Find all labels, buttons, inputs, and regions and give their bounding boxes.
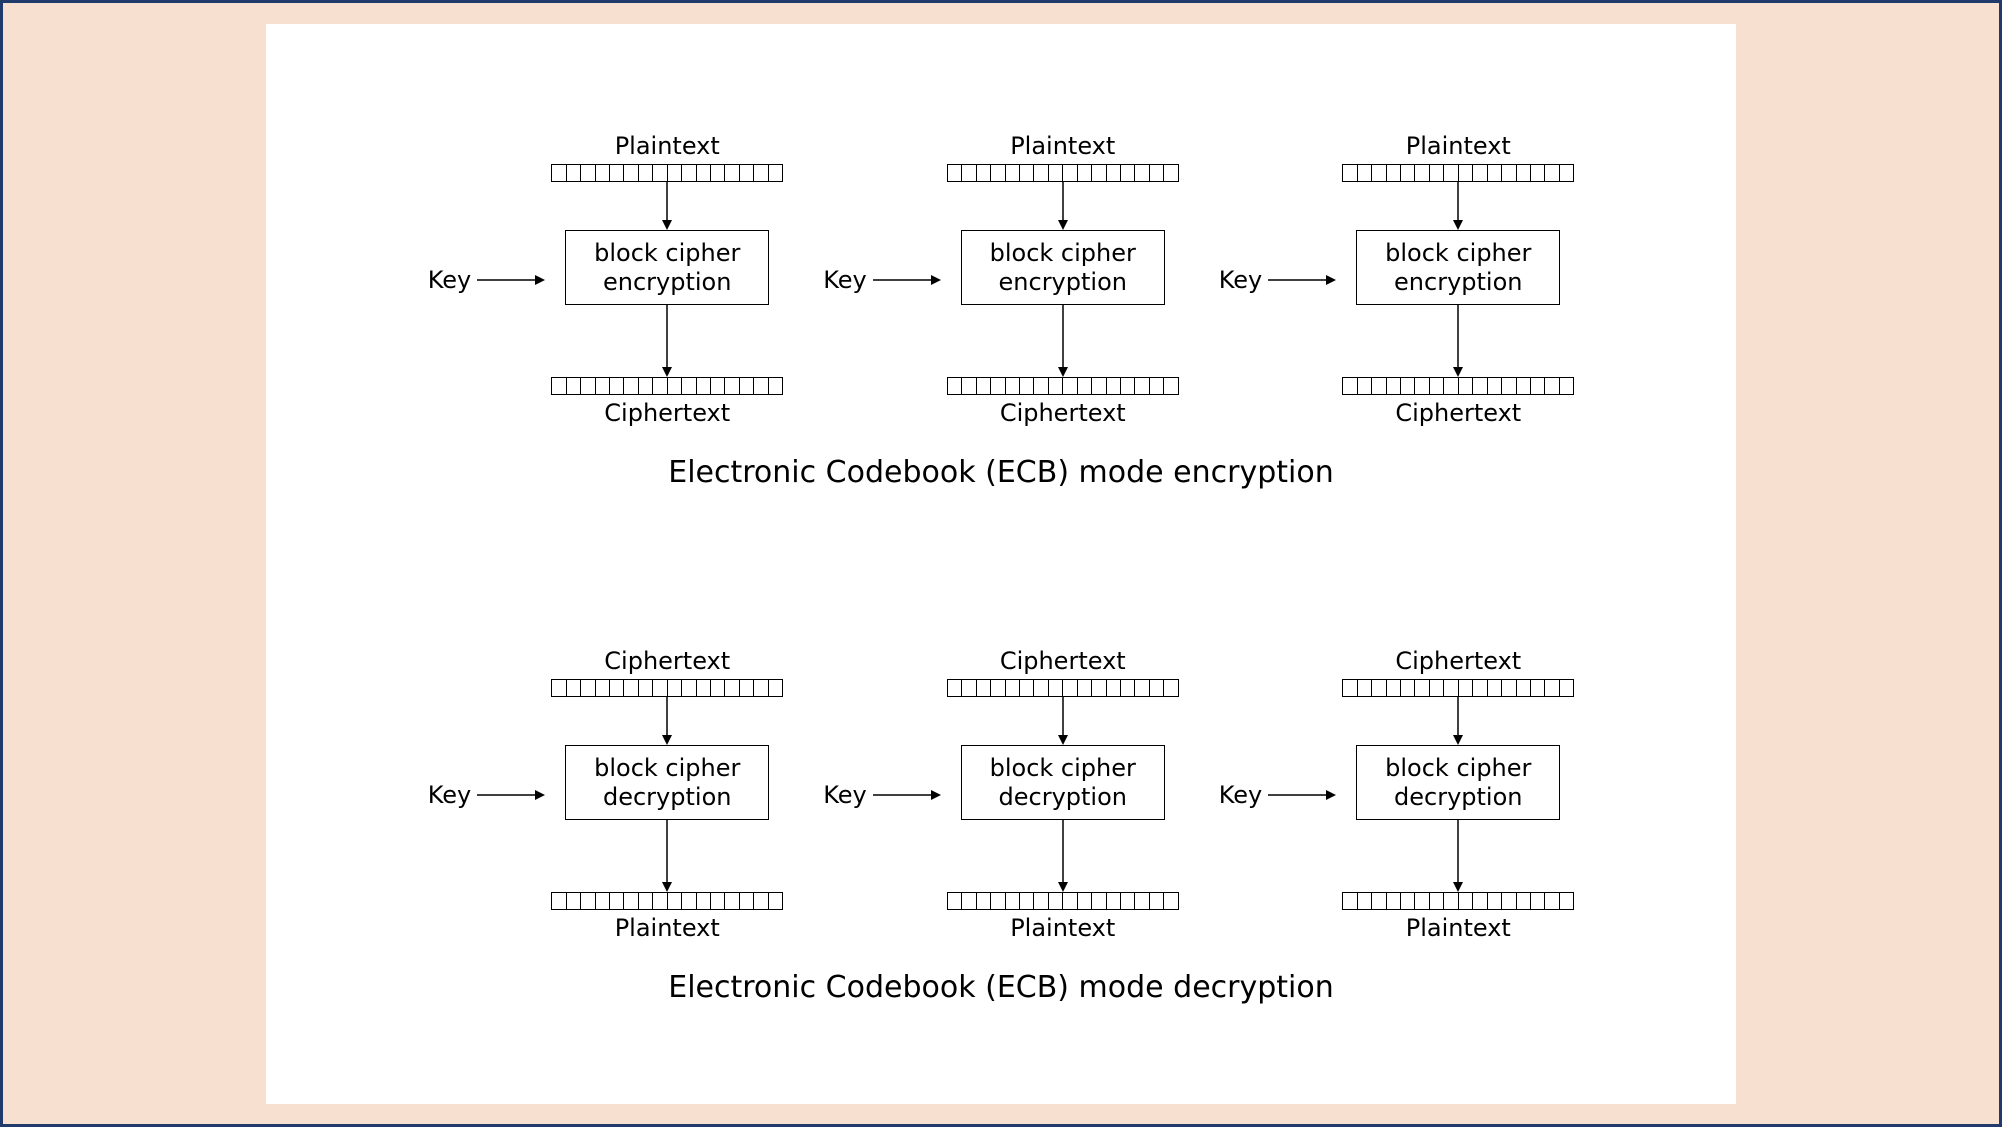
cipher-box-line1: block cipher: [972, 754, 1154, 783]
arrow-right-icon: [477, 788, 545, 802]
bitstrip: [551, 679, 783, 697]
cipher-box: block cipher decryption: [565, 745, 769, 821]
arrow-down-icon: [1451, 182, 1465, 230]
bitstrip: [1342, 892, 1574, 910]
bitstrip: [1342, 377, 1574, 395]
decryption-block: Key Ciphertext block cipher decryption P…: [1219, 647, 1575, 943]
decryption-section: Key Ciphertext block cipher decryption P…: [306, 647, 1696, 1006]
encryption-block: Key Plaintext block cipher encryption Ci…: [823, 132, 1179, 428]
bitstrip: [947, 679, 1179, 697]
bitstrip: [1342, 164, 1574, 182]
key-label: Key: [428, 781, 472, 809]
cipher-box: block cipher encryption: [1356, 230, 1560, 306]
key-label: Key: [428, 266, 472, 294]
output-label: Plaintext: [1010, 914, 1115, 942]
encryption-block: Key Plaintext block cipher encryption Ci…: [1219, 132, 1575, 428]
arrow-right-icon: [873, 273, 941, 287]
cipher-box: block cipher decryption: [1356, 745, 1560, 821]
cipher-box-line1: block cipher: [1367, 239, 1549, 268]
cipher-box-line1: block cipher: [972, 239, 1154, 268]
cipher-box-line2: decryption: [576, 783, 758, 812]
cipher-box: block cipher encryption: [565, 230, 769, 306]
bitstrip: [551, 377, 783, 395]
arrow-down-icon: [660, 697, 674, 745]
decryption-title: Electronic Codebook (ECB) mode decryptio…: [668, 970, 1334, 1005]
input-label: Plaintext: [1010, 132, 1115, 160]
output-label: Plaintext: [615, 914, 720, 942]
bitstrip: [947, 377, 1179, 395]
arrow-right-icon: [477, 273, 545, 287]
bitstrip: [1342, 679, 1574, 697]
decryption-blocks-row: Key Ciphertext block cipher decryption P…: [428, 647, 1575, 943]
input-label: Plaintext: [1406, 132, 1511, 160]
input-label: Ciphertext: [1395, 647, 1521, 675]
cipher-box: block cipher decryption: [961, 745, 1165, 821]
arrow-down-icon: [660, 305, 674, 377]
arrow-down-icon: [1056, 305, 1070, 377]
arrow-down-icon: [1451, 697, 1465, 745]
encryption-section: Key Plaintext block cipher encryption Ci…: [306, 132, 1696, 491]
cipher-box-line2: encryption: [576, 268, 758, 297]
input-label: Plaintext: [615, 132, 720, 160]
key-label: Key: [1219, 266, 1263, 294]
encryption-title: Electronic Codebook (ECB) mode encryptio…: [668, 455, 1333, 490]
diagram-canvas: Key Plaintext block cipher encryption Ci…: [266, 24, 1736, 1104]
output-label: Ciphertext: [1000, 399, 1126, 427]
key-label: Key: [823, 266, 867, 294]
output-label: Plaintext: [1406, 914, 1511, 942]
output-label: Ciphertext: [1395, 399, 1521, 427]
cipher-box-line1: block cipher: [576, 239, 758, 268]
arrow-down-icon: [660, 182, 674, 230]
cipher-box-line2: decryption: [972, 783, 1154, 812]
encryption-block: Key Plaintext block cipher encryption Ci…: [428, 132, 784, 428]
cipher-box: block cipher encryption: [961, 230, 1165, 306]
cipher-box-line1: block cipher: [1367, 754, 1549, 783]
key-label: Key: [823, 781, 867, 809]
cipher-box-line2: encryption: [972, 268, 1154, 297]
cipher-box-line2: encryption: [1367, 268, 1549, 297]
decryption-block: Key Ciphertext block cipher decryption P…: [823, 647, 1179, 943]
input-label: Ciphertext: [1000, 647, 1126, 675]
arrow-down-icon: [1056, 820, 1070, 892]
arrow-down-icon: [1451, 820, 1465, 892]
arrow-right-icon: [873, 788, 941, 802]
cipher-box-line1: block cipher: [576, 754, 758, 783]
arrow-down-icon: [660, 820, 674, 892]
arrow-down-icon: [1056, 697, 1070, 745]
decryption-block: Key Ciphertext block cipher decryption P…: [428, 647, 784, 943]
bitstrip: [947, 892, 1179, 910]
input-label: Ciphertext: [604, 647, 730, 675]
encryption-blocks-row: Key Plaintext block cipher encryption Ci…: [428, 132, 1575, 428]
bitstrip: [551, 164, 783, 182]
arrow-right-icon: [1268, 788, 1336, 802]
arrow-right-icon: [1268, 273, 1336, 287]
bitstrip: [551, 892, 783, 910]
key-label: Key: [1219, 781, 1263, 809]
arrow-down-icon: [1056, 182, 1070, 230]
bitstrip: [947, 164, 1179, 182]
cipher-box-line2: decryption: [1367, 783, 1549, 812]
output-label: Ciphertext: [604, 399, 730, 427]
arrow-down-icon: [1451, 305, 1465, 377]
